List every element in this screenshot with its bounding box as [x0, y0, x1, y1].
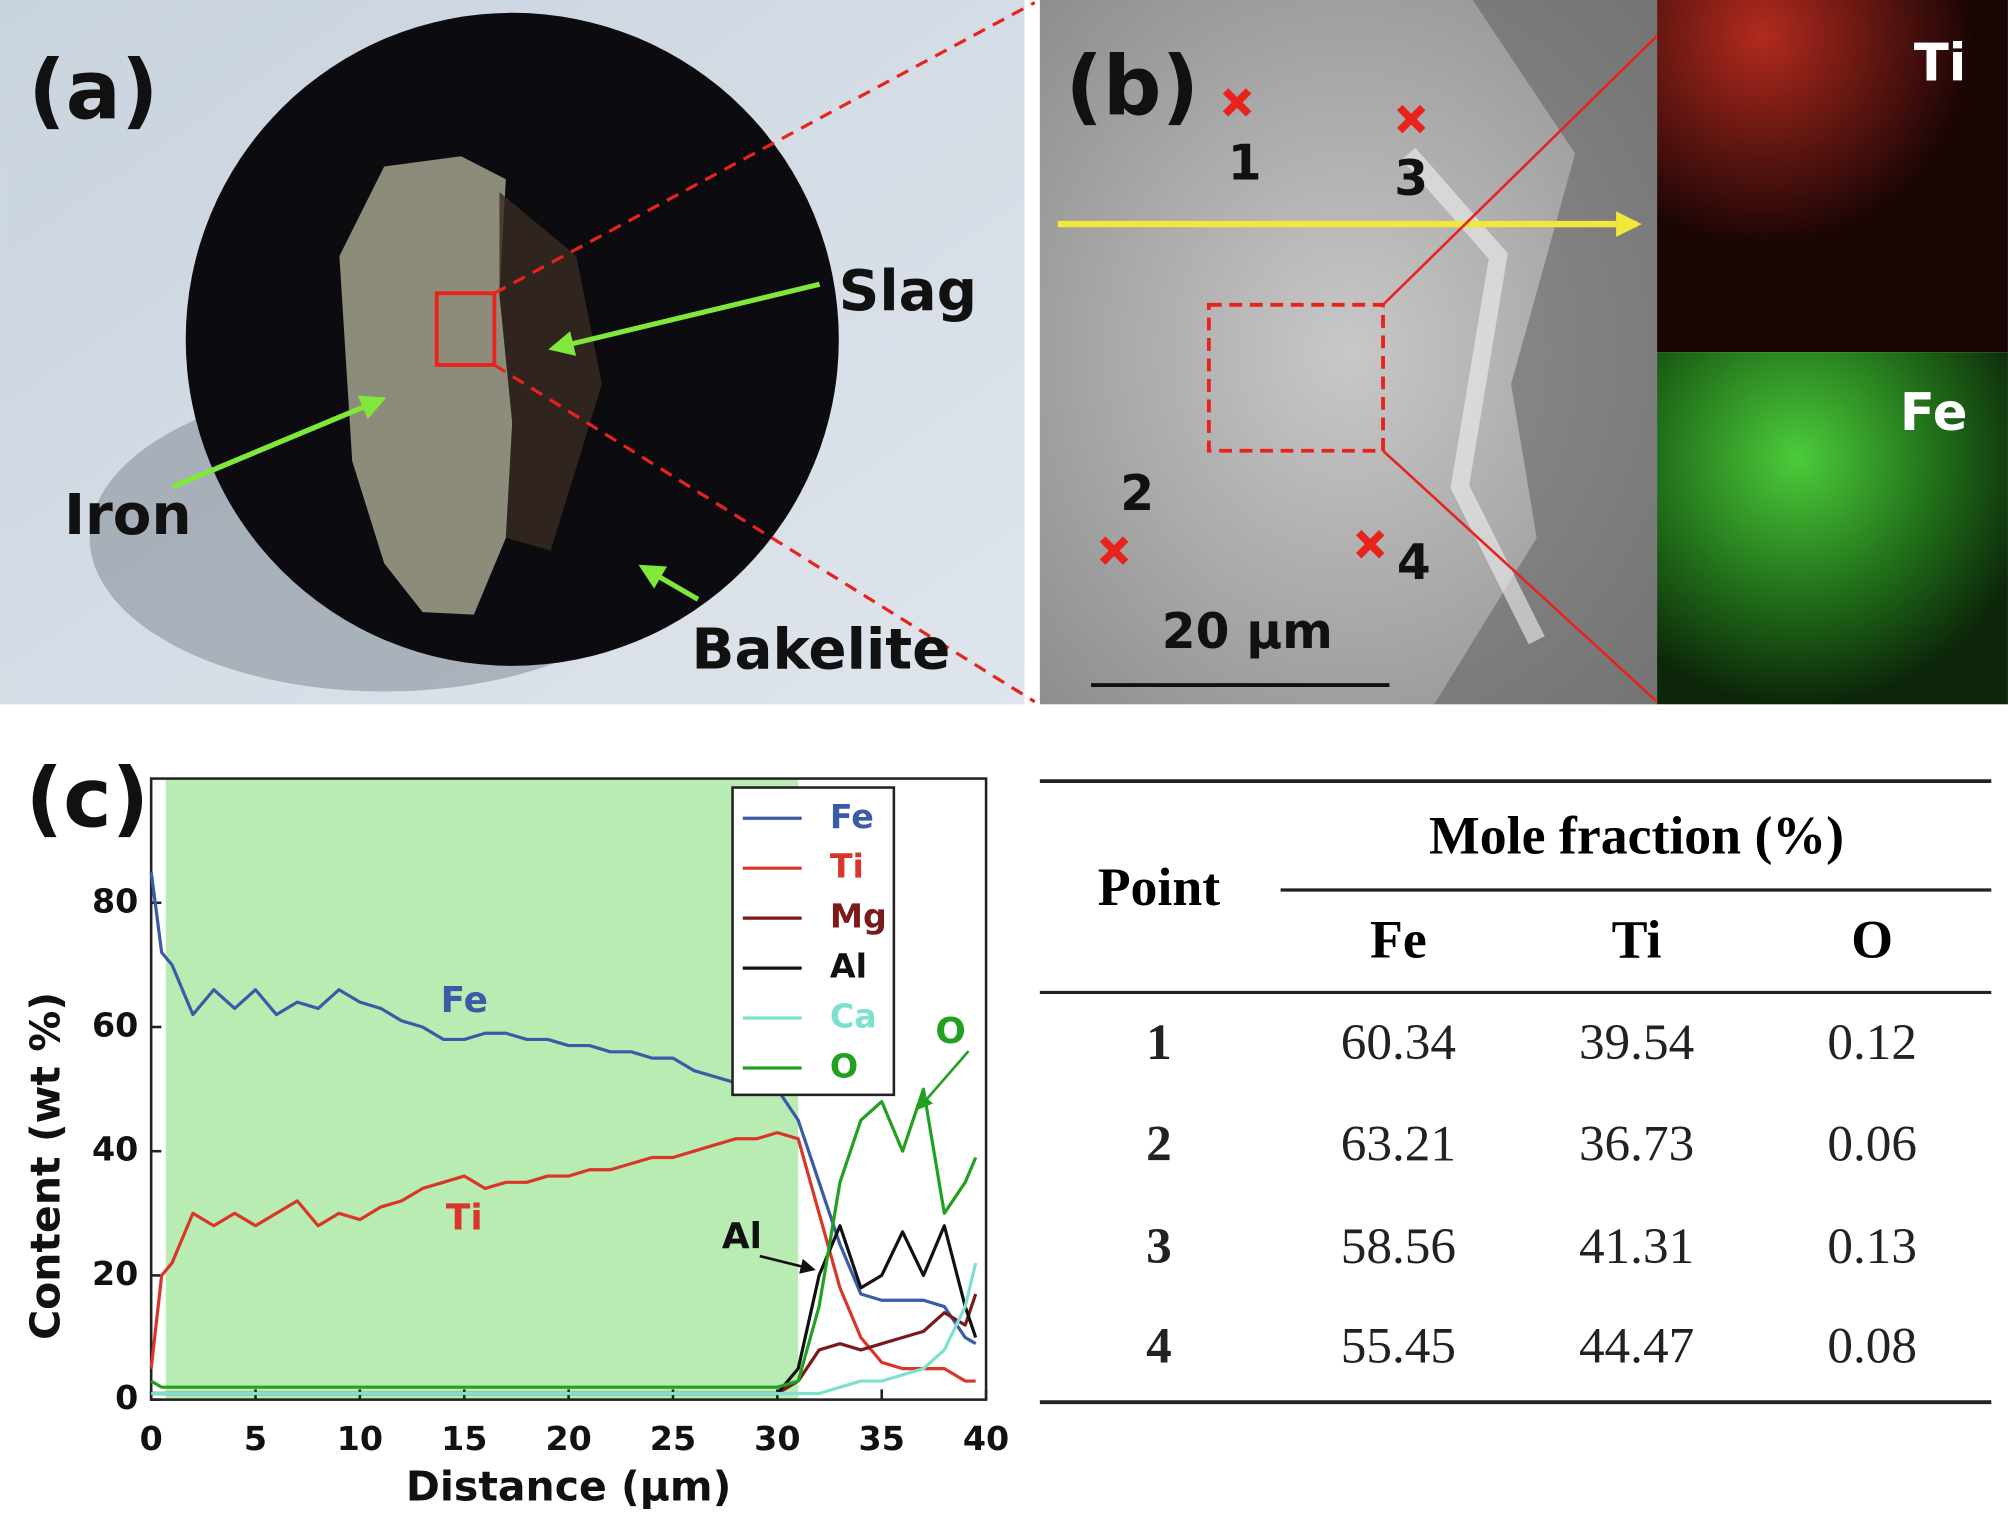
- x-axis-label: Distance (µm): [406, 1462, 731, 1510]
- x-tick-label: 20: [545, 1419, 591, 1458]
- y-tick-label: 80: [92, 881, 138, 920]
- point-label: 1: [1228, 135, 1262, 191]
- x-tick-label: 30: [754, 1419, 800, 1458]
- label-slag: Slag: [839, 259, 977, 324]
- table-cell: 4: [1146, 1318, 1172, 1375]
- table-cell: 39.54: [1579, 1014, 1694, 1071]
- map-label: Fe: [1900, 383, 1968, 443]
- table-cell: 0.08: [1827, 1318, 1917, 1375]
- annotation: Fe: [441, 980, 488, 1021]
- annotation: O: [935, 1011, 965, 1052]
- panel-label: (b): [1065, 40, 1199, 135]
- x-tick-label: 25: [650, 1419, 696, 1458]
- annotation-arrow: [759, 1254, 816, 1274]
- shaded-span: [165, 778, 799, 1400]
- table-cell: 0.06: [1827, 1115, 1917, 1172]
- map-label: Ti: [1914, 34, 1967, 94]
- table-cell: 44.47: [1579, 1318, 1694, 1375]
- annotation: Al: [722, 1216, 762, 1257]
- table-cell: 2: [1146, 1115, 1172, 1172]
- series-line: [151, 1262, 978, 1396]
- table-header: Fe: [1370, 909, 1427, 969]
- series-line: [149, 871, 977, 1346]
- series-line: [150, 1087, 978, 1389]
- table-rules: [1039, 779, 1992, 1405]
- point-label: 3: [1394, 151, 1428, 207]
- table-cell: 41.31: [1579, 1218, 1694, 1275]
- annotation-arrow: [917, 1050, 970, 1111]
- legend-label: Al: [830, 947, 867, 986]
- table-cell: 55.45: [1341, 1318, 1456, 1375]
- y-tick-label: 0: [115, 1378, 138, 1417]
- sem-image: [1039, 0, 2008, 705]
- table-cell: 0.13: [1827, 1218, 1917, 1275]
- y-tick-label: 40: [92, 1130, 138, 1169]
- table-cell: 3: [1146, 1218, 1172, 1275]
- x-tick-label: 40: [963, 1419, 1009, 1458]
- legend-label: Ti: [830, 847, 864, 886]
- legend-label: Ca: [830, 997, 877, 1036]
- table-cell: 60.34: [1341, 1014, 1456, 1071]
- x-tick-label: 35: [859, 1419, 905, 1458]
- annotation: Ti: [446, 1198, 483, 1239]
- table-header: Point: [1098, 857, 1221, 917]
- panel-label: (c): [26, 752, 149, 847]
- x-tick-label: 10: [337, 1419, 383, 1458]
- label-iron: Iron: [64, 483, 192, 548]
- table-cell: 1: [1146, 1014, 1172, 1071]
- table-cell: 58.56: [1341, 1218, 1456, 1275]
- x-tick-label: 15: [441, 1419, 487, 1458]
- legend-box: [731, 786, 896, 1097]
- x-tick-label: 5: [244, 1419, 267, 1458]
- label-bakelite: Bakelite: [692, 618, 951, 683]
- table-cell: 63.21: [1341, 1115, 1456, 1172]
- x-tick-label: 0: [140, 1419, 163, 1458]
- table-header: O: [1851, 909, 1893, 969]
- panel-label: (a): [28, 43, 158, 138]
- arrow: [171, 397, 383, 489]
- table-header: Ti: [1612, 909, 1662, 969]
- table-header: Mole fraction (%): [1429, 806, 1844, 866]
- scale-label: 20 µm: [1162, 604, 1333, 660]
- table-cell: 36.73: [1579, 1115, 1694, 1172]
- point-label: 4: [1397, 535, 1431, 591]
- legend-label: Fe: [830, 797, 874, 836]
- point-label: 2: [1120, 466, 1154, 522]
- legend-label: Mg: [830, 897, 887, 936]
- y-tick-label: 60: [92, 1005, 138, 1044]
- y-tick-label: 20: [92, 1254, 138, 1293]
- legend-label: O: [830, 1046, 858, 1085]
- series-line: [149, 1131, 976, 1383]
- y-axis-label: Content (wt %): [22, 992, 70, 1340]
- table-cell: 0.12: [1827, 1014, 1917, 1071]
